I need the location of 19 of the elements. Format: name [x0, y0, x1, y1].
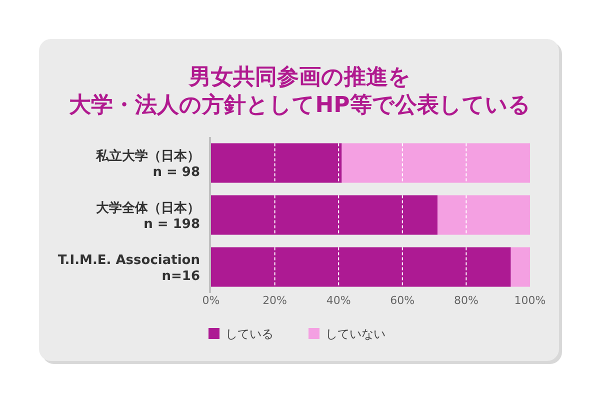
bar: [342, 143, 530, 183]
bar: [211, 247, 511, 287]
x-tick-label: 100%: [514, 294, 546, 307]
x-tick-label: 40%: [326, 294, 351, 307]
y-tick-label: 私立大学（日本） n = 98: [95, 148, 200, 180]
y-tick-label: 大学全体（日本） n = 198: [96, 201, 200, 232]
x-tick-label: 60%: [390, 294, 415, 307]
x-tick-label: 0%: [202, 294, 220, 307]
bar: [510, 247, 530, 287]
chart-title: 男女共同参画の推進を: [188, 65, 411, 90]
x-tick-label: 80%: [454, 294, 478, 307]
legend-label: している: [226, 327, 274, 341]
bar: [211, 143, 342, 183]
bar: [437, 195, 530, 235]
legend-label: していない: [326, 327, 386, 341]
bar: [211, 195, 438, 235]
y-tick-label: T.I.M.E. Association n=16: [58, 253, 200, 284]
chart-subtitle: 大学・法人の方針としてHP等で公表している: [69, 92, 531, 118]
x-tick-label: 20%: [262, 294, 288, 307]
